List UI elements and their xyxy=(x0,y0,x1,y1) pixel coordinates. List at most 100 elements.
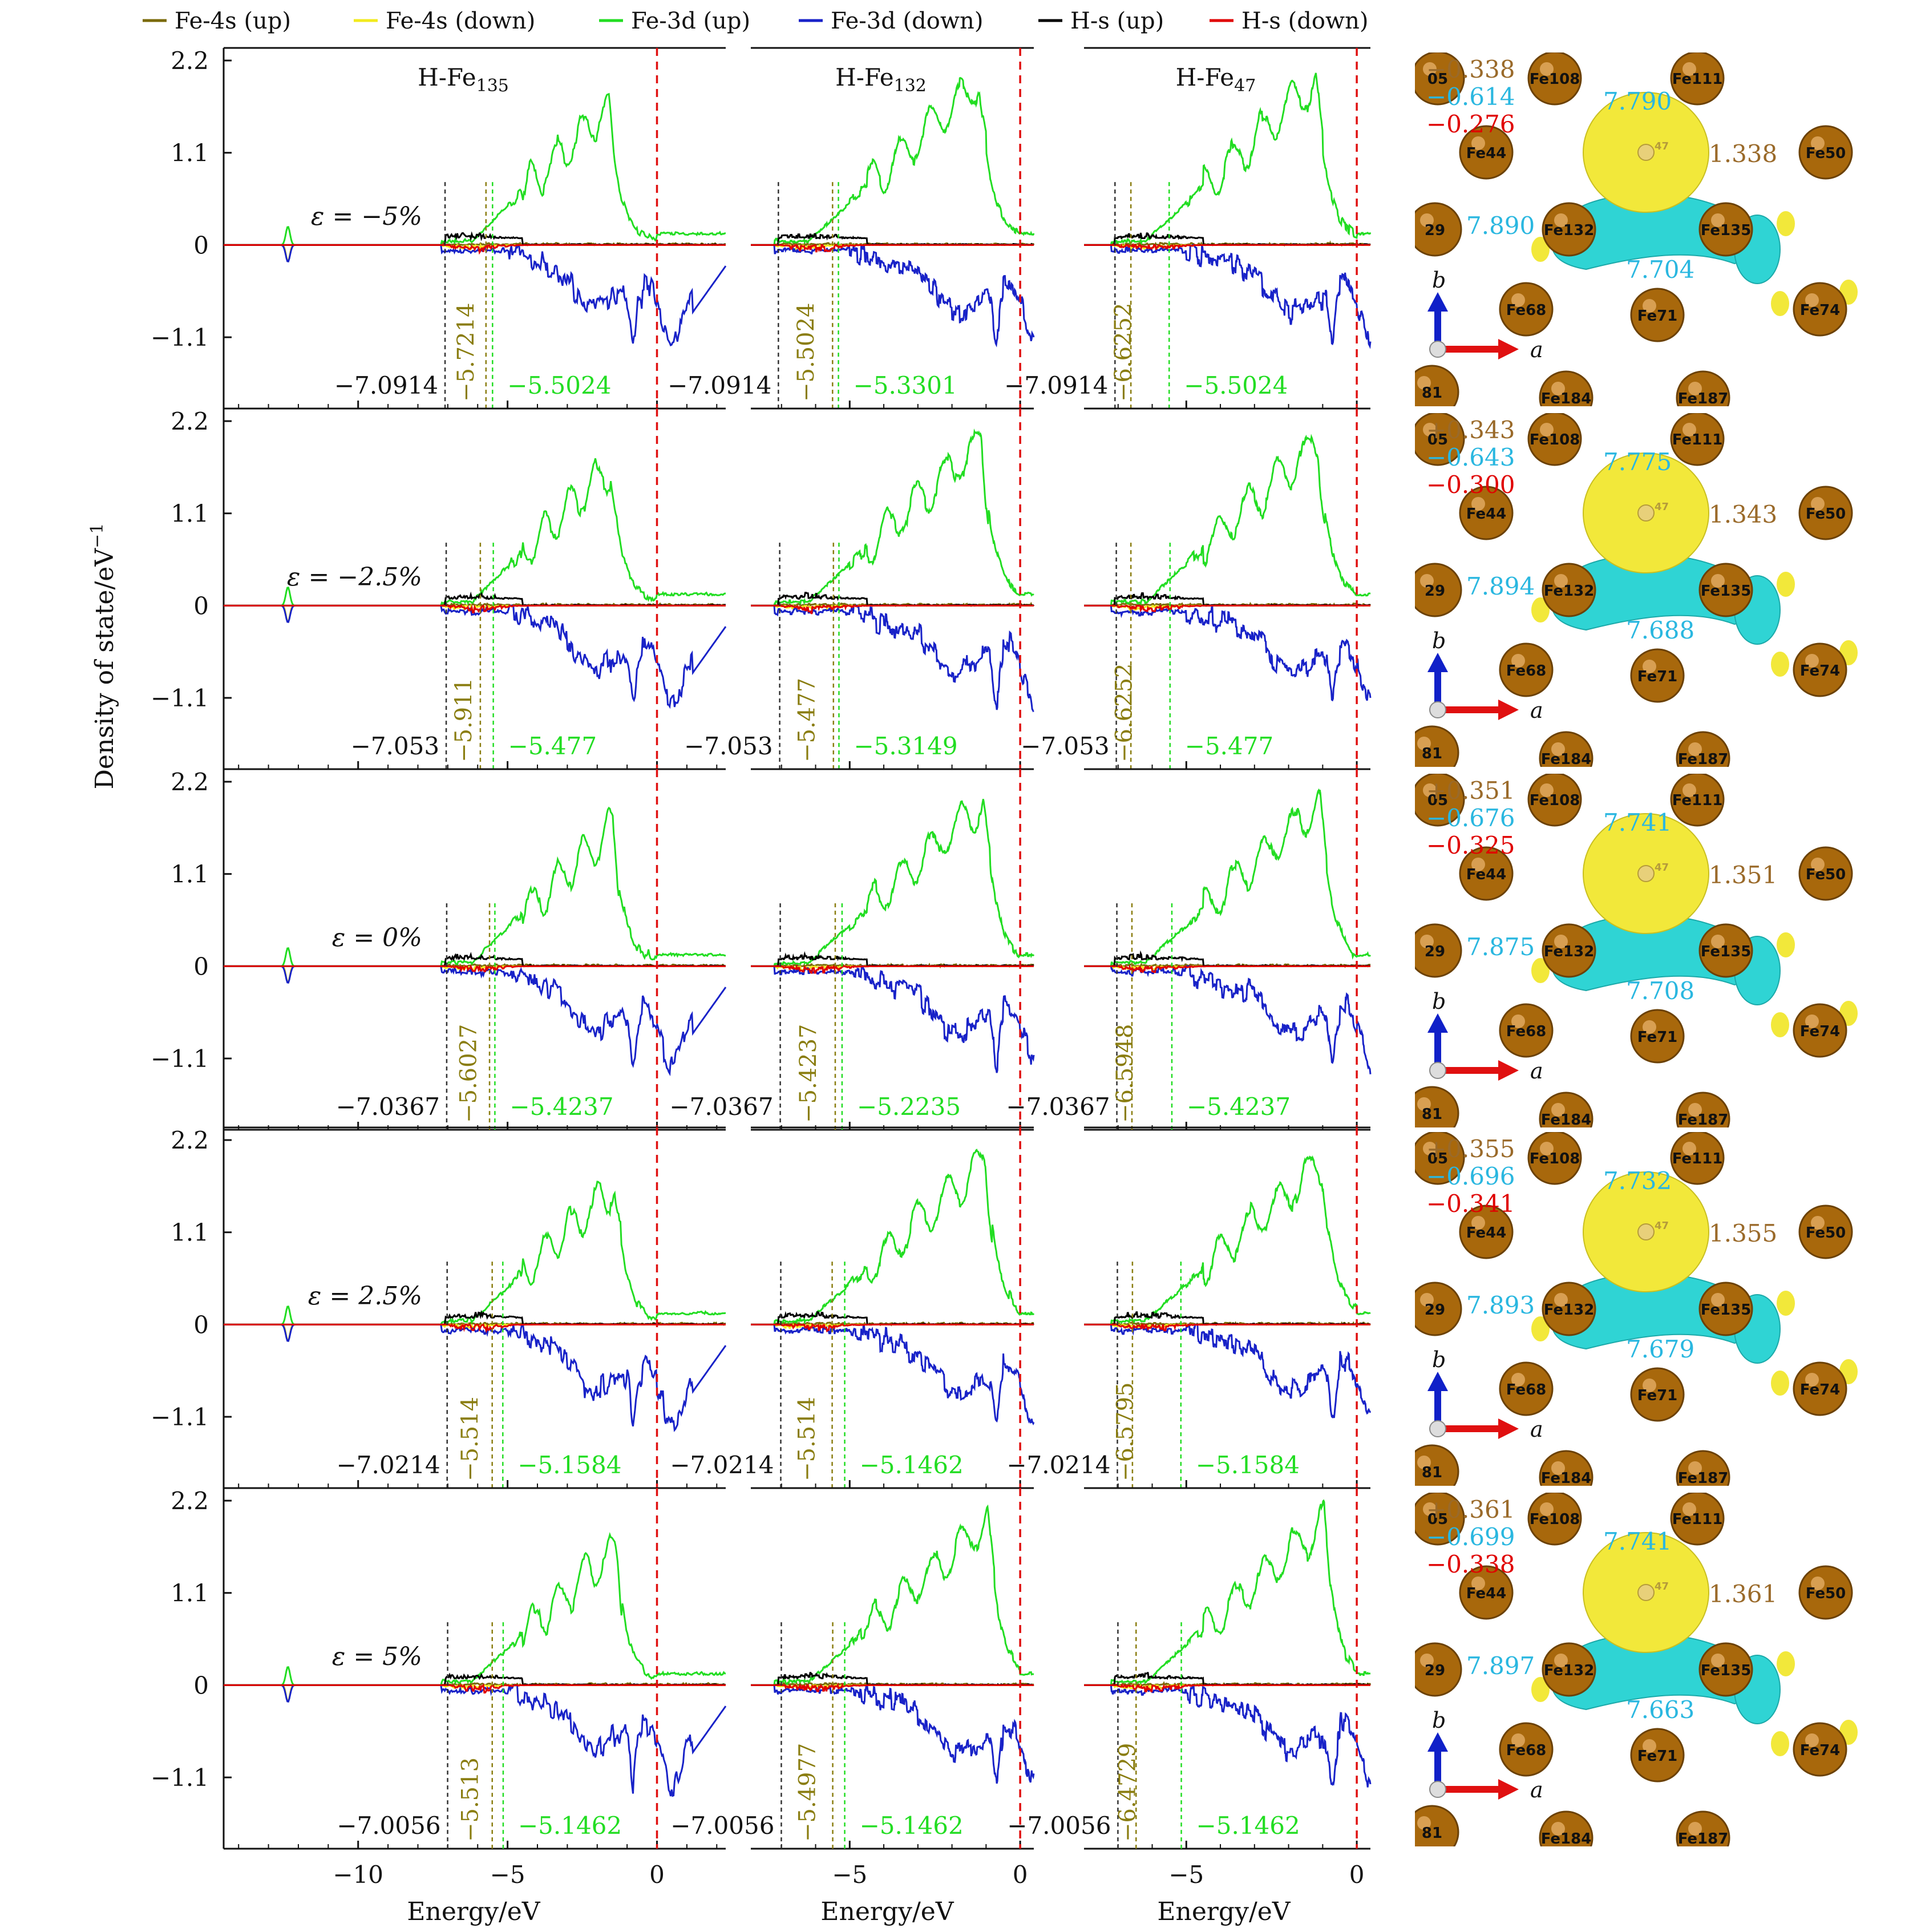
s-center-value: −6.6252 xyxy=(1111,664,1137,762)
fe187-highlight xyxy=(1688,1822,1702,1836)
a-axis-label: a xyxy=(1530,698,1543,723)
a-axis-label: a xyxy=(1530,337,1543,362)
column-title-base: H-Fe xyxy=(418,63,476,91)
fe135-label: Fe135 xyxy=(1701,1662,1752,1679)
dos-series-2 xyxy=(1084,72,1372,246)
dos-series-3 xyxy=(1084,244,1372,349)
fe111-label: Fe111 xyxy=(1672,1150,1723,1167)
dist-right: 1.355 xyxy=(1709,1219,1777,1247)
dos-series-2 xyxy=(224,806,726,967)
dist-left: 7.890 xyxy=(1466,212,1535,240)
fe44-highlight xyxy=(1471,1216,1485,1230)
fe29-highlight xyxy=(1420,1654,1434,1667)
dos-series-5 xyxy=(751,1323,1034,1333)
yellow-blob xyxy=(1771,291,1789,316)
charge-h: −0.341 xyxy=(1426,1190,1515,1218)
fe108-label: Fe108 xyxy=(1530,431,1580,448)
yellow-blob xyxy=(1771,1012,1789,1037)
dist-bottom: 7.663 xyxy=(1626,1696,1694,1724)
fe29-label: 29 xyxy=(1425,583,1445,600)
fe184-atom xyxy=(1539,731,1593,767)
dos-series-5 xyxy=(1084,604,1370,613)
fe132-label: Fe132 xyxy=(1544,943,1595,960)
panel-r0-c2: −7.0914 −6.6252 −5.5024 H-Fe47 xyxy=(1004,47,1372,410)
panel-r2-c0: 2.2 1.1 0 −1.1 −7.0367 −5.6027 −5.4237 ε = 0% xyxy=(151,768,727,1131)
fe29-label: 29 xyxy=(1425,222,1445,239)
structure-scene: 05 Fe108 Fe111 Fe44 Fe50 29 Fe132 Fe135 Fe68 Fe71… xyxy=(1415,52,1858,406)
band-edge-value: −7.0214 xyxy=(1006,1451,1110,1479)
charge-fe: +0.361 xyxy=(1426,1496,1515,1523)
charge-h: −0.300 xyxy=(1426,471,1515,499)
y-tick-label: 2.2 xyxy=(171,1126,209,1154)
fe81-label: 81 xyxy=(1422,745,1442,762)
yellow-blob xyxy=(1777,211,1795,236)
legend-label-0: Fe-4s (up) xyxy=(175,8,291,34)
axis-origin xyxy=(1429,701,1446,718)
b-axis-arrowhead xyxy=(1427,1372,1448,1391)
band-edge-value: −7.0056 xyxy=(337,1812,440,1840)
fe187-atom xyxy=(1676,1092,1730,1127)
dos-series-5 xyxy=(751,243,1034,253)
h-atom xyxy=(1637,865,1655,882)
charge-fe: +0.343 xyxy=(1426,416,1515,444)
yellow-blob xyxy=(1777,1291,1795,1316)
strain-label: ε = −5% xyxy=(311,202,422,231)
y-tick-label: 1.1 xyxy=(171,1579,209,1607)
dos-series-5 xyxy=(1084,1683,1370,1693)
x-axis-label-1: Energy/eV xyxy=(820,1897,954,1926)
dos-series-3 xyxy=(751,1323,1035,1426)
structure-scene: 05 Fe108 Fe111 Fe44 Fe50 29 Fe132 Fe135 Fe68 Fe71… xyxy=(1415,774,1858,1129)
fe187-highlight xyxy=(1688,1103,1702,1117)
dos-series-2 xyxy=(751,429,1034,607)
fe111-label: Fe111 xyxy=(1672,71,1723,88)
charge-h: −0.276 xyxy=(1426,110,1515,138)
column-title: H-Fe47 xyxy=(1176,63,1256,96)
fe71-highlight xyxy=(1643,1020,1656,1034)
fe50-highlight xyxy=(1811,1216,1825,1230)
fe74-highlight xyxy=(1805,1373,1819,1387)
fe50-label: Fe50 xyxy=(1806,1224,1846,1242)
y-tick-label: −1.1 xyxy=(151,684,209,712)
fe50-label: Fe50 xyxy=(1806,866,1846,883)
fe71-highlight xyxy=(1643,1379,1656,1392)
charge-fe-cyan: −0.699 xyxy=(1426,1523,1515,1551)
dos-series-5 xyxy=(1084,242,1370,252)
fe105-label: 05 xyxy=(1427,1150,1448,1167)
fe135-highlight xyxy=(1711,574,1725,588)
fe105-label: 05 xyxy=(1427,792,1448,809)
fe68-label: Fe68 xyxy=(1506,1023,1547,1040)
band-edge-value: −7.0214 xyxy=(670,1451,774,1479)
dos-series-2 xyxy=(751,799,1035,967)
fe108-highlight xyxy=(1540,423,1554,436)
fe74-highlight xyxy=(1805,293,1819,307)
band-edge-value: −7.0914 xyxy=(668,371,771,399)
band-edge-value: −7.0056 xyxy=(670,1812,774,1840)
fe108-label: Fe108 xyxy=(1530,71,1580,88)
b-axis-arrowhead xyxy=(1427,653,1448,672)
fe68-highlight xyxy=(1511,293,1525,307)
fe44-label: Fe44 xyxy=(1466,145,1507,162)
fe187-label: Fe187 xyxy=(1678,1111,1729,1129)
fe68-label: Fe68 xyxy=(1506,662,1547,680)
y-tick-label: 0 xyxy=(193,952,209,980)
yellow-blob xyxy=(1531,1677,1550,1702)
column-title-sub: 47 xyxy=(1234,76,1256,96)
dos-series-5 xyxy=(751,604,1034,615)
fe68-label: Fe68 xyxy=(1506,302,1547,319)
fe132-highlight xyxy=(1554,935,1568,948)
fe184-highlight xyxy=(1551,1103,1565,1117)
x-tick-label: 0 xyxy=(649,1861,665,1889)
legend-label-4: H-s (up) xyxy=(1070,8,1164,34)
fe108-label: Fe108 xyxy=(1530,1511,1580,1528)
charge-fe: +0.355 xyxy=(1426,1135,1515,1163)
dist-right: 1.343 xyxy=(1709,500,1777,528)
dos-series-5 xyxy=(751,1682,1034,1692)
dos-series-3 xyxy=(751,965,1035,1073)
h-atom xyxy=(1637,1223,1655,1240)
fe135-highlight xyxy=(1711,213,1725,227)
dos-series-2 xyxy=(751,1504,1034,1686)
d-center-value: −5.1462 xyxy=(518,1812,622,1840)
fe108-label: Fe108 xyxy=(1530,1150,1580,1167)
dos-series-5 xyxy=(224,1323,726,1333)
fe105-highlight xyxy=(1423,783,1437,797)
